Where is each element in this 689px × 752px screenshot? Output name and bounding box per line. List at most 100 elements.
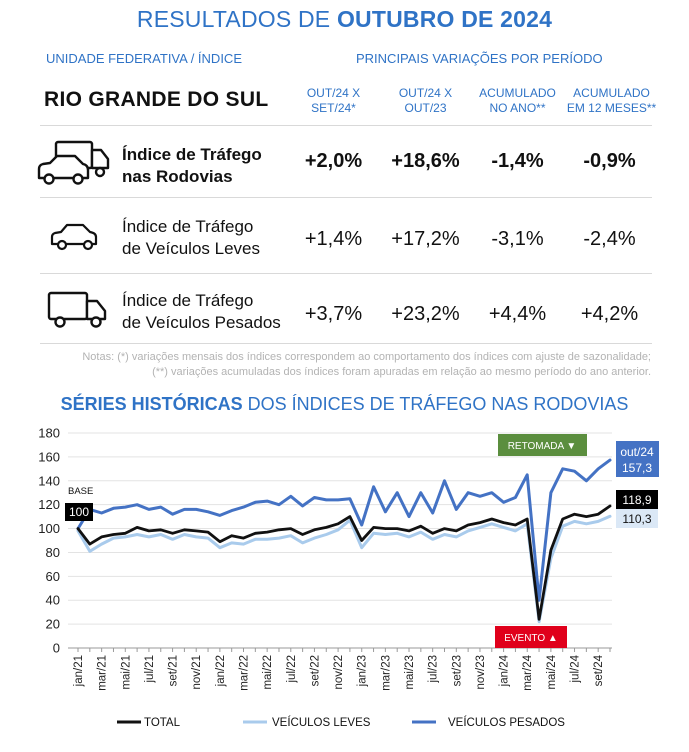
- value-yearly: +18,6%: [391, 150, 460, 172]
- column-header-line1: ACUMULADO: [479, 86, 556, 100]
- row-label: Índice de Tráfego nas Rodovias: [122, 144, 262, 188]
- row-label: Índice de Tráfego de Veículos Pesados: [122, 290, 281, 334]
- left-heading: UNIDADE FEDERATIVA / ÍNDICE: [46, 51, 242, 66]
- value-ytd: +4,4%: [488, 303, 547, 325]
- x-tick-label: set/24: [593, 654, 605, 686]
- row-divider: [40, 343, 652, 344]
- x-axis: jan/21 mar/21 mai/21 jul/21 set/21 nov/21 jan/…: [73, 648, 611, 691]
- x-tick-label: jan/23: [357, 655, 369, 687]
- car-icon: [50, 223, 98, 251]
- row-label-line2: de Veículos Leves: [122, 239, 260, 258]
- x-tick-label: mai/24: [546, 654, 558, 689]
- y-axis: 0 20 40 60 80 100 120 140 160 180: [38, 426, 60, 656]
- right-heading: PRINCIPAIS VARIAÇÕES POR PERÍODO: [356, 51, 603, 66]
- row-label: Índice de Tráfego de Veículos Leves: [122, 216, 260, 260]
- last-leves-box: [616, 509, 658, 528]
- column-header-line2: OUT/23: [404, 101, 447, 115]
- x-tick-label: jul/24: [570, 654, 582, 683]
- value-yearly: +17,2%: [391, 228, 460, 250]
- column-header-line1: OUT/24 X: [398, 86, 453, 100]
- column-header-12m: ACUMULADO EM 12 MESES**: [559, 86, 664, 116]
- page-title: RESULTADOS DE OUTUBRO DE 2024: [0, 6, 689, 33]
- series-line-total: [76, 504, 612, 621]
- x-tick-label: jan/24: [499, 654, 511, 687]
- base-caption: BASE: [68, 486, 93, 497]
- x-tick-label: set/23: [451, 655, 463, 686]
- row-divider: [40, 273, 652, 274]
- column-header-line1: OUT/24 X: [306, 86, 361, 100]
- x-tick-label: nov/22: [333, 655, 345, 690]
- last-period-label: out/24: [620, 445, 654, 459]
- row-label-line2: de Veículos Pesados: [122, 313, 281, 332]
- page-title-bold: OUTUBRO DE 2024: [336, 6, 553, 32]
- value-ytd: -3,1%: [491, 228, 544, 250]
- x-tick-label: mai/23: [404, 655, 416, 690]
- x-tick-label: jan/22: [215, 655, 227, 687]
- column-header-line2: EM 12 MESES**: [566, 101, 657, 115]
- row-divider: [40, 197, 652, 198]
- retomada-label: RETOMADA ▼: [508, 441, 577, 452]
- chart-grid: [68, 432, 612, 649]
- base-value-label: 100: [69, 505, 89, 519]
- x-tick-label: mai/22: [262, 655, 274, 690]
- value-monthly: +3,7%: [304, 303, 363, 325]
- x-tick-label: mar/24: [522, 654, 534, 690]
- y-tick-label: 40: [46, 593, 60, 608]
- column-header-line2: SET/24*: [311, 101, 356, 115]
- chart-title-bold: SÉRIES HISTÓRICAS: [60, 394, 243, 414]
- last-leves-label: 110,3: [622, 512, 651, 526]
- retomada-box: [498, 434, 587, 456]
- x-tick-label: nov/21: [191, 655, 203, 690]
- chart-legend: TOTAL VEÍCULOS LEVES VEÍCULOS PESADOS: [117, 716, 565, 729]
- x-tick-label: jul/22: [286, 655, 298, 684]
- x-tick-label: jan/21: [73, 655, 85, 687]
- y-tick-label: 140: [38, 473, 60, 488]
- row-divider: [40, 125, 652, 126]
- truck-and-car-icon: [37, 140, 110, 185]
- last-pesados-label: 157,3: [622, 461, 652, 475]
- y-tick-label: 160: [38, 449, 60, 464]
- region-name: RIO GRANDE DO SUL: [44, 88, 269, 111]
- value-12m: -2,4%: [583, 228, 636, 250]
- legend-pesados-label: VEÍCULOS PESADOS: [448, 716, 565, 729]
- chart-annotations: BASE 100 out/24 157,3 118,9 110,3 RETOMADA ▼ EV…: [65, 434, 659, 648]
- y-tick-label: 60: [46, 569, 60, 584]
- chart-title: SÉRIES HISTÓRICAS DOS ÍNDICES DE TRÁFEGO…: [0, 394, 689, 415]
- column-header-monthly: OUT/24 X SET/24*: [286, 86, 381, 116]
- notes: Notas: (*) variações mensais dos índices…: [31, 350, 651, 380]
- legend-total-label: TOTAL: [144, 717, 181, 729]
- value-monthly: +1,4%: [304, 228, 363, 250]
- row-label-line2: nas Rodovias: [122, 167, 233, 186]
- page-title-prefix: RESULTADOS DE: [136, 6, 337, 32]
- x-tick-label: nov/23: [475, 655, 487, 690]
- y-tick-label: 180: [38, 426, 60, 441]
- y-tick-label: 0: [53, 641, 60, 656]
- column-header-ytd: ACUMULADO NO ANO**: [470, 86, 565, 116]
- y-tick-label: 20: [46, 617, 60, 632]
- notes-line2: (**) variações acumuladas dos índices fo…: [152, 366, 651, 378]
- y-tick-label: 100: [38, 521, 60, 536]
- last-pesados-box: [616, 441, 659, 477]
- truck-icon: [47, 291, 107, 328]
- evento-label: EVENTO ▲: [504, 633, 558, 644]
- value-ytd: -1,4%: [491, 150, 544, 172]
- value-yearly: +23,2%: [391, 303, 460, 325]
- last-total-label: 118,9: [622, 493, 651, 507]
- chart-title-rest: DOS ÍNDICES DE TRÁFEGO NAS RODOVIAS: [242, 394, 629, 414]
- y-tick-label: 120: [38, 497, 60, 512]
- row-label-line1: Índice de Tráfego: [122, 217, 254, 236]
- notes-line1: Notas: (*) variações mensais dos índices…: [82, 351, 651, 363]
- evento-box: [495, 626, 567, 648]
- y-tick-label: 80: [46, 545, 60, 560]
- value-12m: -0,9%: [583, 150, 636, 172]
- legend-leves-label: VEÍCULOS LEVES: [272, 716, 371, 729]
- x-tick-label: mai/21: [120, 655, 132, 690]
- column-header-line1: ACUMULADO: [573, 86, 650, 100]
- base-value-box: [65, 503, 93, 521]
- value-monthly: +2,0%: [304, 150, 363, 172]
- x-tick-label: jul/21: [144, 655, 156, 684]
- column-header-yearly: OUT/24 X OUT/23: [378, 86, 473, 116]
- x-tick-label: mar/23: [380, 655, 392, 691]
- x-tick-label: mar/21: [97, 655, 109, 691]
- line-chart: 0 20 40 60 80 100 120 140 160 180 jan/21 mar/21 mai…: [38, 426, 659, 729]
